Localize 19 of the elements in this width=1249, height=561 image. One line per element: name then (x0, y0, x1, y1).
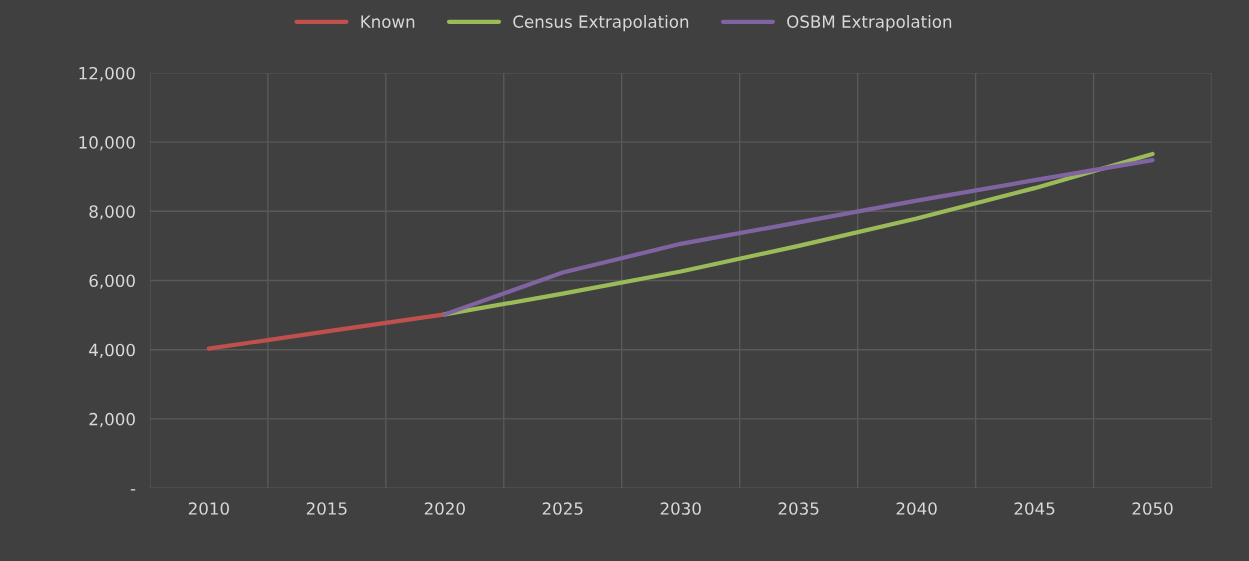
x-tick-label: 2035 (778, 502, 819, 515)
y-tick-label: 8,000 (89, 205, 135, 220)
y-tick-label: 6,000 (89, 274, 135, 289)
legend-label: Known (361, 15, 415, 28)
x-tick-label: 2010 (188, 502, 229, 515)
x-tick-label: 2050 (1132, 502, 1173, 515)
y-tick-label: 12,000 (79, 66, 135, 82)
x-tick-label: 2025 (542, 502, 583, 515)
y-tick-label: 10,000 (79, 136, 135, 151)
x-tick-label: 2030 (660, 502, 701, 515)
x-tick-label: 2045 (1014, 502, 1055, 515)
y-tick-label: - (130, 489, 136, 491)
y-tick-label: 4,000 (89, 343, 135, 358)
legend-label: Census Extrapolation (513, 15, 689, 32)
x-tick-label: 2040 (896, 502, 937, 515)
x-tick-label: 2015 (306, 502, 347, 515)
legend-label: OSBM Extrapolation (787, 15, 952, 32)
y-tick-label: 2,000 (89, 412, 135, 428)
x-tick-label: 2020 (424, 502, 465, 515)
